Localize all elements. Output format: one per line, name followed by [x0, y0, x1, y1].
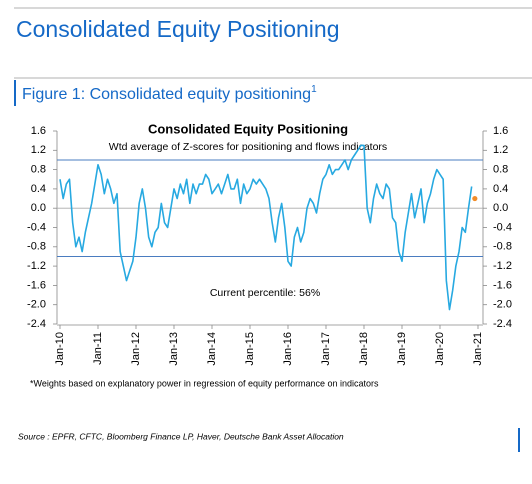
- figure-title-text: Figure 1: Consolidated equity positionin…: [22, 86, 311, 103]
- x-tick-label: Jan-19: [396, 332, 408, 366]
- source: Source : EPFR, CFTC, Bloomberg Finance L…: [18, 431, 344, 441]
- y-tick-label: -0.4: [27, 221, 46, 233]
- x-tick-label: Jan-15: [244, 332, 256, 366]
- chart-subtitle: Wtd average of Z-scores for positioning …: [109, 141, 387, 153]
- x-tick-label: Jan-12: [130, 332, 142, 366]
- point: [472, 195, 478, 202]
- x-tick-label: Jan-18: [358, 332, 370, 366]
- y2-tick-label: 1.6: [493, 125, 508, 137]
- y-tick-label: -2.0: [27, 299, 46, 311]
- y-tick-label: -2.4: [27, 318, 46, 330]
- figure-title: Figure 1: Consolidated equity positionin…: [22, 84, 317, 104]
- y2-tick-label: 0.4: [493, 183, 508, 195]
- y-tick-label: 1.2: [31, 144, 46, 156]
- y2-tick-label: -2.4: [493, 318, 512, 330]
- y2-tick-label: -1.2: [493, 260, 512, 272]
- y-tick-label: -0.8: [27, 241, 46, 253]
- y2-tick-label: 0.0: [493, 202, 508, 214]
- figure-bar: [14, 80, 16, 106]
- y2-tick-label: -2.0: [493, 299, 512, 311]
- y2-tick-label: -0.8: [493, 241, 512, 253]
- y-tick-label: 1.6: [31, 125, 46, 137]
- x-tick-label: Jan-20: [434, 332, 446, 366]
- x-tick-label: Jan-11: [92, 332, 104, 365]
- x-tick-label: Jan-17: [320, 332, 332, 366]
- y2-tick-label: 0.8: [493, 164, 508, 176]
- y2-tick-label: -0.4: [493, 221, 512, 233]
- y-tick-label: -1.2: [27, 260, 46, 272]
- x-tick-label: Jan-16: [282, 332, 294, 366]
- x-tick-label: Jan-14: [206, 332, 218, 366]
- x-tick-label: Jan-13: [168, 332, 180, 366]
- page-title: Consolidated Equity Positioning: [16, 16, 339, 42]
- y2-tick-label: 1.2: [493, 144, 508, 156]
- annotation: Current percentile: 56%: [210, 287, 320, 299]
- chart-title: Consolidated Equity Positioning: [148, 121, 348, 136]
- y-tick-label: 0.8: [31, 164, 46, 176]
- x-tick-label: Jan-10: [54, 332, 66, 366]
- y-tick-label: 0.4: [31, 183, 46, 195]
- figure-title-sup: 1: [311, 84, 317, 95]
- y2-tick-label: -1.6: [493, 279, 512, 291]
- series-line: [59, 144, 473, 311]
- y-tick-label: 0.0: [31, 202, 46, 214]
- y-tick-label: -1.6: [27, 279, 46, 291]
- x-tick-label: Jan-21: [472, 332, 484, 366]
- source-bar: [518, 428, 520, 452]
- footnote: *Weights based on explanatory power in r…: [30, 378, 379, 388]
